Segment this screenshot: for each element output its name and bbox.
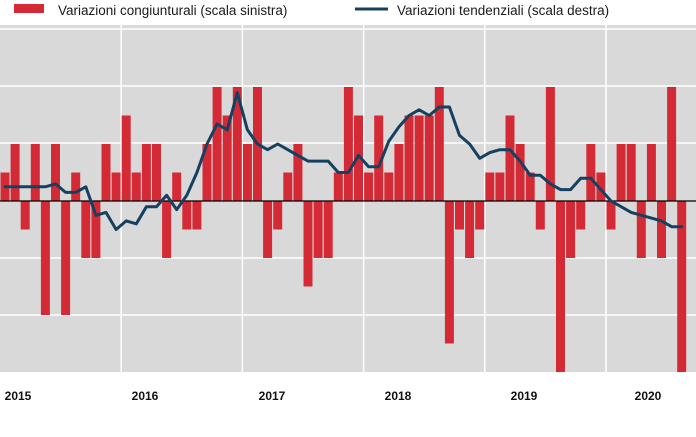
bar: [283, 172, 293, 201]
bar: [202, 144, 212, 201]
bar: [626, 144, 636, 201]
bar: [545, 87, 555, 201]
bar: [636, 201, 646, 258]
bar: [10, 144, 20, 201]
legend-bar-swatch: [14, 4, 44, 13]
bar: [162, 201, 172, 258]
bar: [182, 201, 192, 230]
bar: [141, 144, 151, 201]
bar: [485, 172, 495, 201]
x-tick-label: 2015: [5, 389, 32, 403]
bar: [333, 172, 343, 201]
bar: [192, 201, 202, 230]
bar: [677, 201, 687, 372]
bar: [51, 144, 60, 201]
bar: [242, 144, 252, 201]
bar: [293, 144, 303, 201]
bar: [121, 115, 131, 201]
bar: [424, 115, 434, 201]
bar: [434, 87, 444, 201]
bar: [576, 201, 586, 230]
bar: [465, 201, 475, 258]
bar: [172, 172, 182, 201]
bar: [505, 115, 515, 201]
bar: [131, 172, 141, 201]
bar: [535, 201, 545, 230]
bar: [596, 172, 606, 201]
bar: [323, 201, 333, 258]
x-tick-label: 2019: [511, 389, 538, 403]
bar: [586, 144, 596, 201]
bar: [313, 201, 323, 258]
bar: [455, 201, 464, 230]
bar: [273, 201, 283, 230]
bar: [232, 87, 242, 201]
bar: [263, 201, 273, 258]
x-tick-label: 2016: [132, 389, 159, 403]
bar: [30, 144, 40, 201]
bar: [394, 144, 404, 201]
bar: [71, 172, 81, 201]
trend-line: [3, 91, 684, 231]
bar: [525, 172, 535, 201]
legend: Variazioni congiunturali (scala sinistra…: [14, 3, 609, 18]
bar: [384, 172, 394, 201]
bar: [81, 201, 91, 258]
bar: [111, 172, 121, 201]
bar: [364, 172, 374, 201]
x-tick-label: 2020: [635, 389, 662, 403]
bar: [374, 115, 384, 201]
bar: [152, 144, 161, 201]
bar: [667, 87, 677, 201]
bar: [646, 144, 656, 201]
x-tick-label: 2018: [385, 389, 412, 403]
bar: [303, 201, 313, 287]
plot-area: [0, 25, 696, 372]
x-axis-labels: 2015 2016 2017 2018 2019 2020: [5, 389, 662, 403]
bar: [91, 201, 101, 258]
bar: [606, 201, 616, 230]
bar: [444, 201, 454, 344]
bar: [495, 172, 505, 201]
legend-line-label: Variazioni tendenziali (scala destra): [397, 3, 609, 18]
bar: [222, 115, 232, 201]
bar: [657, 201, 666, 258]
legend-bar-label: Variazioni congiunturali (scala sinistra…: [58, 3, 287, 18]
bar: [475, 201, 485, 230]
x-tick-label: 2017: [259, 389, 286, 403]
bar: [20, 201, 30, 230]
bar: [414, 115, 424, 201]
bar: [556, 201, 565, 372]
bar: [61, 201, 71, 315]
bar: [101, 144, 111, 201]
bar: [566, 201, 576, 258]
bar: [404, 115, 414, 201]
bar: [343, 87, 353, 201]
bar: [212, 87, 222, 201]
bar: [40, 201, 50, 315]
bar: [616, 144, 626, 201]
bar: [515, 144, 525, 201]
